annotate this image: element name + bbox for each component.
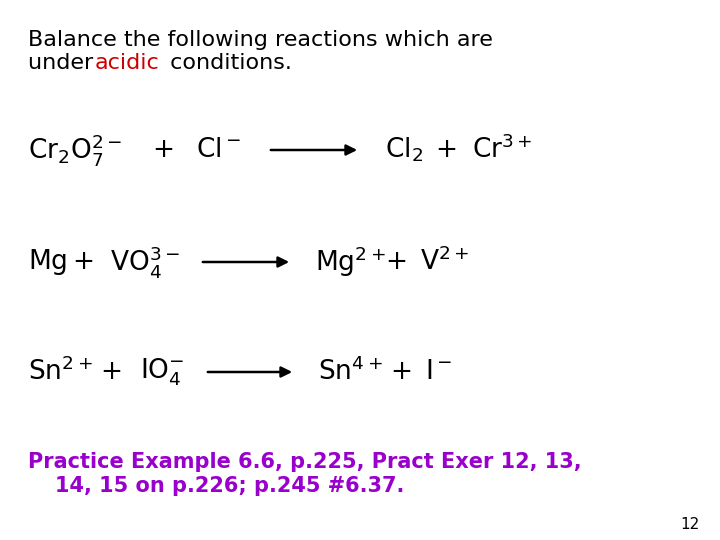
Text: $\mathregular{Cr^{3+}}$: $\mathregular{Cr^{3+}}$ [472, 136, 533, 164]
Text: $\mathregular{Mg^{2+}}$: $\mathregular{Mg^{2+}}$ [315, 245, 386, 279]
Text: $\mathregular{Cl_2}$: $\mathregular{Cl_2}$ [385, 136, 423, 164]
Text: $\mathregular{Sn^{2+}}$: $\mathregular{Sn^{2+}}$ [28, 357, 93, 386]
Text: $\mathregular{Mg}$: $\mathregular{Mg}$ [28, 247, 67, 277]
Text: $\mathregular{VO_4^{3-}}$: $\mathregular{VO_4^{3-}}$ [110, 244, 180, 280]
Text: $\mathregular{V^{2+}}$: $\mathregular{V^{2+}}$ [420, 248, 469, 276]
Text: +: + [72, 249, 94, 275]
Text: +: + [435, 137, 457, 163]
Text: $\mathregular{Cr_2O_7^{2-}}$: $\mathregular{Cr_2O_7^{2-}}$ [28, 132, 122, 168]
Text: acidic: acidic [95, 53, 160, 73]
Text: +: + [100, 359, 122, 385]
Text: +: + [390, 359, 412, 385]
Text: Practice Example 6.6, p.225, Pract Exer 12, 13,: Practice Example 6.6, p.225, Pract Exer … [28, 452, 582, 472]
Text: +: + [385, 249, 407, 275]
Text: $\mathregular{Sn^{4+}}$: $\mathregular{Sn^{4+}}$ [318, 357, 383, 386]
Text: $\mathregular{I^-}$: $\mathregular{I^-}$ [425, 359, 452, 385]
Text: +: + [152, 137, 174, 163]
Text: $\mathregular{Cl^-}$: $\mathregular{Cl^-}$ [196, 137, 241, 163]
Text: Balance the following reactions which are: Balance the following reactions which ar… [28, 30, 493, 50]
Text: 14, 15 on p.226; p.245 #6.37.: 14, 15 on p.226; p.245 #6.37. [55, 476, 405, 496]
Text: conditions.: conditions. [163, 53, 292, 73]
Text: 12: 12 [680, 517, 700, 532]
Text: under: under [28, 53, 100, 73]
Text: $\mathregular{IO_4^{-}}$: $\mathregular{IO_4^{-}}$ [140, 356, 184, 388]
